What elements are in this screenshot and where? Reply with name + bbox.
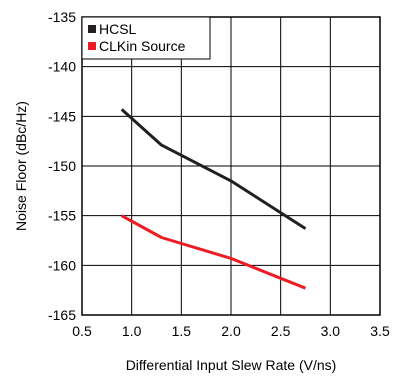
legend-swatch-hcsl: [88, 25, 96, 33]
y-tick-label: -135: [48, 9, 76, 25]
x-tick-label: 2.5: [271, 323, 291, 339]
y-tick-label: -140: [48, 59, 76, 75]
y-tick-label: -150: [48, 158, 76, 174]
legend: HCSL CLKin Source: [81, 16, 211, 60]
legend-swatch-clkin-source: [88, 42, 96, 50]
legend-label-clkin-source: CLKin Source: [99, 38, 186, 54]
plot-frame: [81, 16, 381, 316]
x-tick-label: 1.5: [172, 323, 192, 339]
series-layer: [120, 108, 307, 290]
x-axis-title: Differential Input Slew Rate (V/ns): [126, 357, 337, 373]
x-tick-label: 3.5: [370, 323, 390, 339]
y-tick-label: -160: [48, 257, 76, 273]
series-line-clkin-source: [120, 214, 307, 290]
x-tick-labels: 0.5 1.0 1.5 2.0 2.5 3.0 3.5: [72, 323, 390, 339]
x-tick-label: 2.0: [221, 323, 241, 339]
y-tick-labels: -165 -160 -155 -150 -145 -140 -135: [48, 9, 76, 323]
y-tick-label: -145: [48, 108, 76, 124]
x-tick-label: 3.0: [321, 323, 341, 339]
x-tick-label: 0.5: [72, 323, 92, 339]
x-tick-label: 1.0: [122, 323, 142, 339]
y-tick-label: -155: [48, 208, 76, 224]
y-axis-title: Noise Floor (dBc/Hz): [13, 101, 29, 231]
y-tick-label: -165: [48, 307, 76, 323]
series-line-hcsl: [120, 108, 307, 230]
legend-box: [81, 16, 211, 60]
legend-label-hcsl: HCSL: [99, 21, 137, 37]
